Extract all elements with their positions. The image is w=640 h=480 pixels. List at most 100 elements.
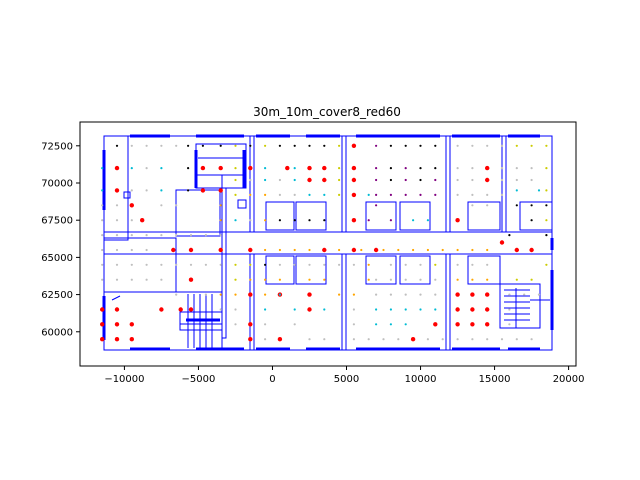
floorplan-room — [237, 199, 247, 209]
data-point — [322, 165, 327, 171]
data-point — [160, 144, 163, 147]
data-point — [351, 177, 357, 183]
data-point — [160, 263, 163, 266]
x-axis-ticks: −10000 −5000 0 5000 10000 15000 20000 — [104, 366, 585, 385]
data-point — [545, 204, 548, 207]
data-point — [234, 193, 237, 196]
data-point — [500, 167, 504, 170]
floorplan-room — [499, 283, 541, 329]
data-point — [160, 234, 163, 237]
data-point — [188, 277, 194, 282]
data-point — [485, 292, 490, 297]
chart-title: 30m_10m_cover8_red60 — [253, 105, 401, 119]
data-point — [101, 234, 104, 237]
data-point — [264, 193, 267, 196]
data-point — [200, 165, 206, 171]
data-point — [485, 307, 490, 312]
floorplan-room — [265, 255, 295, 285]
data-point — [145, 189, 148, 192]
data-point — [434, 178, 437, 182]
data-point — [352, 338, 355, 341]
data-point — [234, 178, 237, 182]
data-point — [529, 247, 534, 253]
data-point — [277, 337, 283, 342]
data-point — [249, 278, 252, 281]
data-point — [130, 189, 133, 192]
floorplan-walls — [102, 134, 554, 351]
data-point — [219, 219, 222, 222]
data-point — [530, 167, 533, 170]
data-point — [530, 204, 533, 207]
data-point — [515, 178, 518, 182]
data-point — [115, 248, 119, 252]
floorplan-wall — [111, 295, 121, 301]
data-point — [455, 292, 460, 297]
floorplan-room — [365, 255, 397, 285]
data-point — [514, 247, 519, 253]
data-point — [145, 144, 148, 147]
data-point — [249, 193, 252, 196]
floorplan-room — [365, 201, 397, 231]
floorplan-room — [123, 191, 131, 199]
data-point — [278, 278, 281, 281]
data-point — [486, 193, 489, 196]
data-point — [264, 219, 267, 222]
data-point — [249, 144, 252, 147]
data-point — [249, 219, 252, 222]
data-point — [234, 293, 237, 296]
data-point — [486, 338, 489, 341]
data-point — [171, 247, 176, 253]
floorplan-room — [265, 201, 295, 231]
data-point — [293, 178, 296, 182]
data-point — [234, 308, 237, 311]
data-point — [434, 144, 437, 147]
data-point — [486, 248, 489, 252]
data-point — [323, 278, 326, 281]
data-point — [307, 165, 312, 171]
data-point — [485, 165, 490, 171]
data-point — [308, 248, 311, 252]
x-tick-label: 15000 — [479, 374, 511, 385]
data-point — [200, 188, 206, 193]
data-point — [352, 323, 355, 326]
data-point — [219, 144, 222, 147]
data-point — [323, 263, 326, 266]
data-point — [404, 278, 407, 281]
data-point — [412, 219, 415, 222]
data-point — [114, 188, 120, 193]
data-point — [486, 204, 489, 207]
data-point — [375, 278, 378, 281]
data-point — [293, 144, 296, 147]
data-point — [338, 144, 341, 147]
data-point — [508, 234, 511, 237]
data-point — [523, 293, 526, 296]
data-point — [234, 323, 237, 326]
data-point — [145, 167, 148, 170]
data-point — [375, 308, 378, 311]
data-point — [140, 218, 145, 223]
data-point — [419, 278, 422, 281]
data-point — [323, 219, 326, 222]
data-point — [515, 204, 518, 207]
data-point — [419, 263, 422, 266]
y-tick-label: 62500 — [41, 290, 73, 301]
data-point — [500, 178, 504, 182]
data-point — [367, 219, 370, 222]
data-point — [456, 248, 459, 252]
data-point — [293, 248, 296, 252]
data-point — [130, 144, 133, 147]
data-point — [352, 293, 355, 296]
data-point — [500, 338, 504, 341]
data-point — [404, 308, 407, 311]
data-point — [187, 167, 190, 170]
data-point — [338, 178, 341, 182]
data-point — [433, 322, 438, 327]
data-point — [352, 308, 355, 311]
data-point — [375, 293, 378, 296]
data-point — [508, 293, 511, 296]
x-tick-label: 10000 — [405, 374, 437, 385]
data-point — [397, 248, 400, 252]
data-point — [351, 165, 357, 171]
data-point — [500, 144, 504, 147]
floorplan-room — [175, 189, 221, 237]
